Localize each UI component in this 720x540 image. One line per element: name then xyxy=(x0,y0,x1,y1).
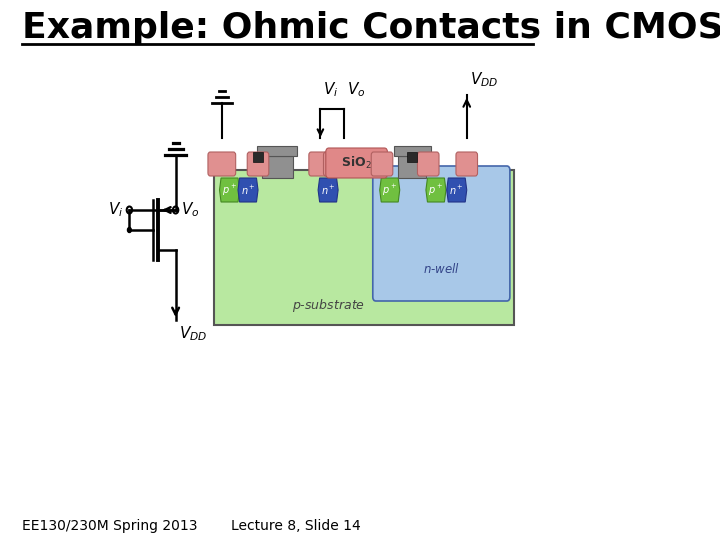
FancyBboxPatch shape xyxy=(214,170,515,325)
Text: $V_i$: $V_i$ xyxy=(323,80,339,99)
Bar xyxy=(253,152,264,162)
Circle shape xyxy=(127,227,131,233)
FancyBboxPatch shape xyxy=(208,152,235,176)
Polygon shape xyxy=(220,178,240,202)
FancyBboxPatch shape xyxy=(373,166,510,301)
Text: Example: Ohmic Contacts in CMOS: Example: Ohmic Contacts in CMOS xyxy=(22,11,720,45)
Bar xyxy=(394,146,431,156)
Text: $V_i$: $V_i$ xyxy=(108,201,123,219)
Text: Lecture 8, Slide 14: Lecture 8, Slide 14 xyxy=(231,519,361,533)
Polygon shape xyxy=(446,178,467,202)
Text: $V_{DD}$: $V_{DD}$ xyxy=(470,70,498,89)
Text: SiO$_2$: SiO$_2$ xyxy=(341,155,372,171)
Text: $p^+$: $p^+$ xyxy=(222,183,237,198)
Polygon shape xyxy=(379,178,400,202)
Bar xyxy=(262,156,292,178)
Bar xyxy=(407,152,418,162)
Text: $p^+$: $p^+$ xyxy=(382,183,397,198)
Text: $n^+$: $n^+$ xyxy=(240,184,256,197)
FancyBboxPatch shape xyxy=(418,152,439,176)
FancyBboxPatch shape xyxy=(456,152,477,176)
Text: $n^+$: $n^+$ xyxy=(320,184,336,197)
FancyBboxPatch shape xyxy=(309,152,332,176)
Polygon shape xyxy=(426,178,446,202)
FancyBboxPatch shape xyxy=(372,152,393,176)
Text: $V_o$: $V_o$ xyxy=(346,80,365,99)
Text: $V_o$: $V_o$ xyxy=(181,201,199,219)
Bar xyxy=(257,146,297,156)
Text: $n$-well: $n$-well xyxy=(423,262,460,276)
Bar xyxy=(398,156,426,178)
FancyBboxPatch shape xyxy=(323,152,348,176)
Text: $p^+$: $p^+$ xyxy=(428,183,444,198)
Text: $p$-substrate: $p$-substrate xyxy=(292,296,365,314)
Text: $V_{DD}$: $V_{DD}$ xyxy=(179,324,208,343)
Polygon shape xyxy=(318,178,338,202)
Text: EE130/230M Spring 2013: EE130/230M Spring 2013 xyxy=(22,519,197,533)
FancyBboxPatch shape xyxy=(247,152,269,176)
Text: $n^+$: $n^+$ xyxy=(449,184,464,197)
Polygon shape xyxy=(238,178,258,202)
FancyBboxPatch shape xyxy=(325,148,387,178)
